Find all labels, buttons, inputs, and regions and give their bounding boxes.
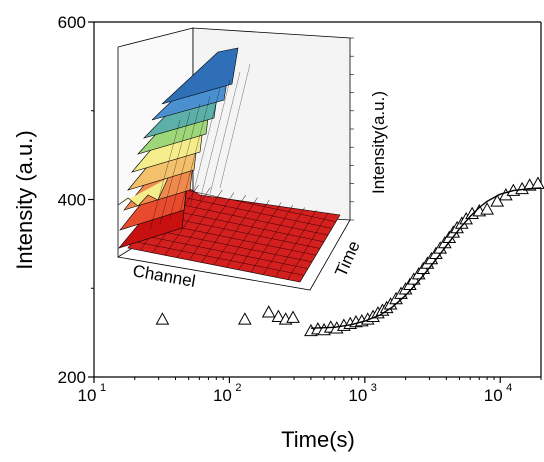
x-tick-label: 10	[78, 386, 97, 405]
inset-mesh-line	[179, 95, 211, 213]
data-point	[490, 194, 505, 207]
inset-mesh-line	[199, 79, 231, 201]
x-tick-label: 10	[484, 386, 503, 405]
y-axis-title: Intensity (a.u.)	[12, 130, 37, 269]
inset-surface-edge	[117, 177, 169, 207]
inset-mesh-line	[159, 111, 191, 225]
x-tick-exponent: 1	[100, 382, 106, 394]
data-point	[480, 202, 494, 215]
data-point	[271, 309, 286, 322]
data-point	[261, 305, 276, 318]
x-tick-exponent: 4	[506, 382, 512, 394]
inset-mesh-line	[219, 63, 251, 189]
x-tick-label: 10	[213, 386, 232, 405]
inset-channel-label: Channel	[131, 261, 197, 291]
data-point	[286, 310, 300, 323]
inset-grid-line	[132, 240, 305, 276]
data-point	[531, 176, 544, 189]
inset-mesh-line	[189, 87, 221, 207]
inset-grid-line	[137, 234, 309, 269]
y-tick-label: 200	[58, 368, 86, 387]
inset-intensity-label: Intensity(a.u.)	[369, 91, 388, 194]
inset-grid-line	[156, 206, 325, 243]
inset-grid-line	[142, 227, 313, 263]
x-tick-exponent: 2	[235, 382, 241, 394]
data-series	[155, 176, 544, 337]
x-tick-exponent: 3	[371, 382, 377, 394]
fit-line	[310, 187, 542, 329]
inset-floor-edge	[117, 219, 351, 291]
y-tick-label: 400	[58, 191, 86, 210]
data-point	[237, 312, 252, 325]
data-point	[155, 312, 170, 325]
inset-mesh-line	[169, 103, 201, 219]
inset-surface-band	[161, 47, 239, 105]
y-tick-label: 600	[58, 13, 86, 32]
x-axis-title: Time(s)	[281, 427, 355, 452]
inset-grid-line	[165, 193, 333, 229]
x-tick-label: 10	[348, 386, 367, 405]
inset-3d-surface	[117, 27, 354, 291]
inset-grid-line	[170, 186, 337, 222]
inset-mesh-line	[209, 71, 241, 195]
inset-grid-line	[160, 200, 329, 236]
inset-mesh-line	[149, 119, 181, 231]
